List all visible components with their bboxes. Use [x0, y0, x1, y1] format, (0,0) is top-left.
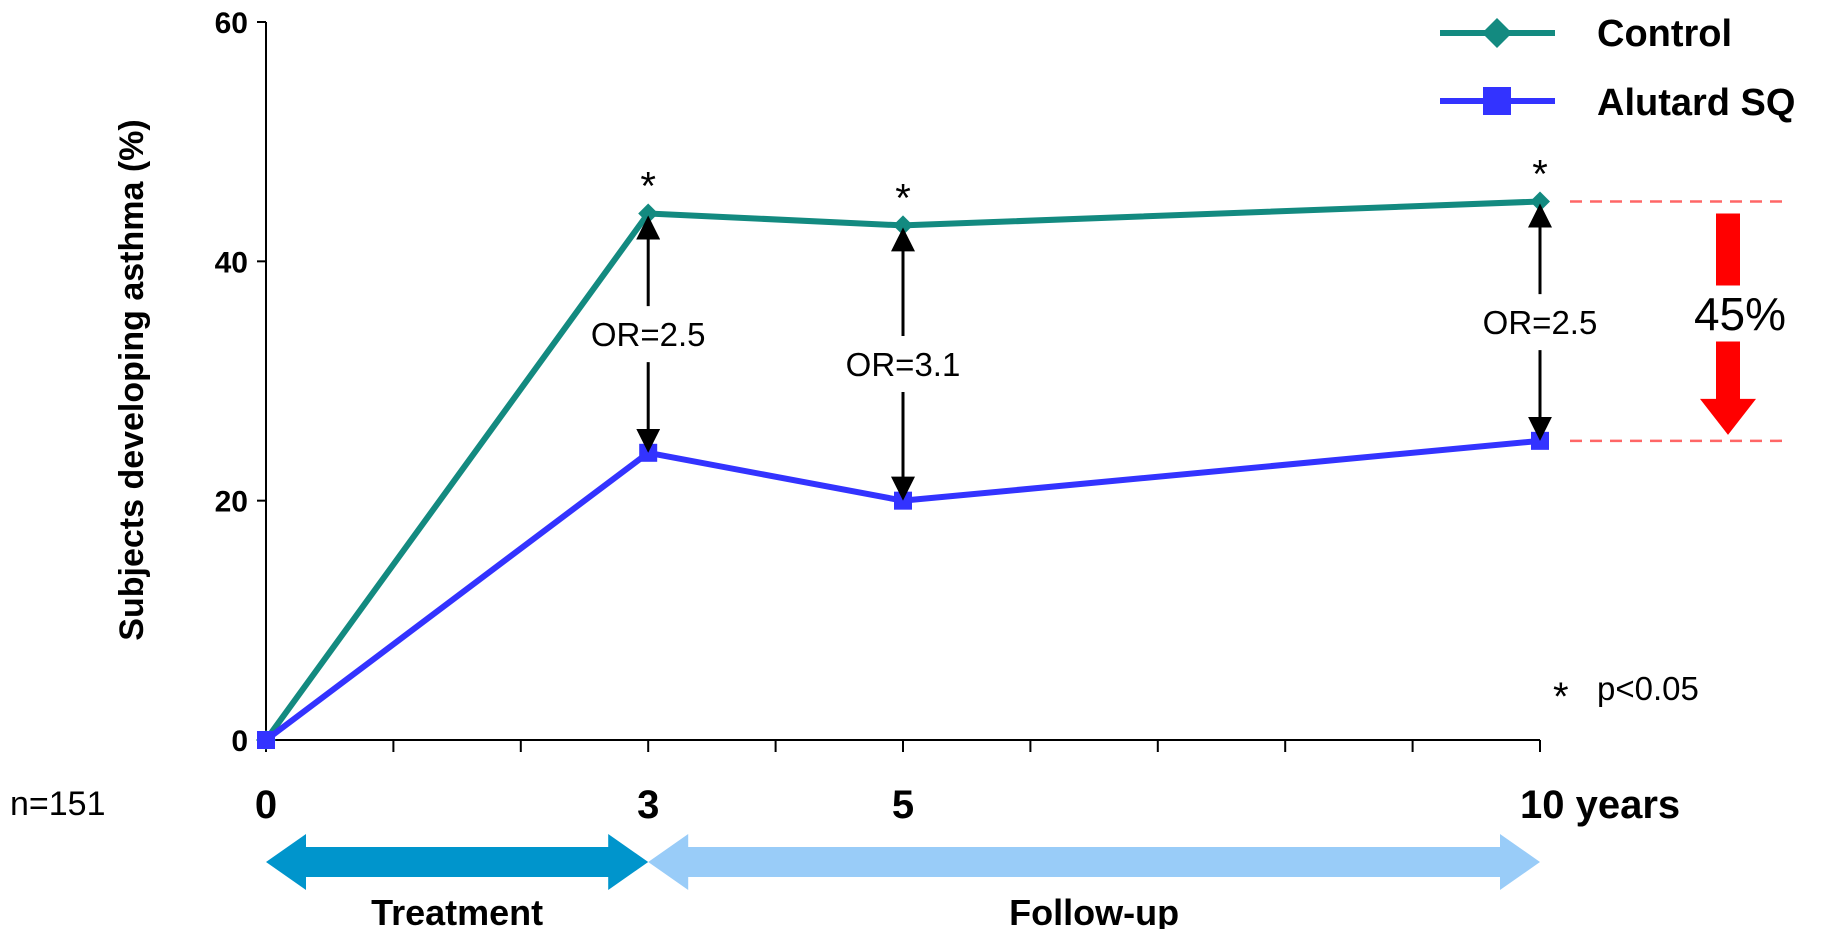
legend-label-alutard: Alutard SQ — [1597, 82, 1795, 124]
significance-star: * — [895, 176, 911, 220]
y-tick-label: 60 — [215, 7, 248, 40]
phase-arrow-followup — [648, 834, 1540, 890]
legend-label-control: Control — [1597, 13, 1732, 55]
or-label: OR=2.5 — [1483, 304, 1598, 341]
y-ticks: 0 20 40 60 — [215, 7, 266, 758]
data-point — [1531, 431, 1549, 450]
data-point — [894, 491, 912, 510]
y-tick-label: 40 — [215, 246, 248, 279]
legend-marker-alutard — [1483, 87, 1511, 115]
reduction-label: 45% — [1694, 288, 1786, 340]
x-tick-label: 5 — [892, 783, 914, 827]
x-tick-label: 10 years — [1520, 783, 1680, 827]
y-axis-label: Subjects developing asthma (%) — [113, 119, 151, 640]
series-line-1 — [264, 437, 1541, 743]
significance-note-star: * — [1553, 675, 1569, 719]
x-tick-label: 0 — [255, 783, 277, 827]
legend-marker-control — [1482, 18, 1512, 48]
phase-label: Follow-up — [1009, 892, 1179, 929]
or-label: OR=3.1 — [846, 346, 961, 383]
reduction-arrow-shaft-top — [1716, 213, 1740, 286]
data-point — [639, 443, 658, 462]
legend: Control Alutard SQ — [1440, 13, 1795, 124]
reduction-arrow-head — [1700, 341, 1756, 435]
y-tick-label: 0 — [231, 725, 248, 758]
reduction-indicator — [1570, 200, 1790, 443]
significance-star: * — [1532, 153, 1548, 197]
phase-arrow-treatment — [266, 834, 649, 890]
phase-arrows: Treatment Follow-up — [266, 834, 1540, 929]
x-ticks: 0 3 5 10 years — [255, 740, 1680, 827]
significance-note: p<0.05 — [1597, 670, 1699, 707]
series-line-0 — [263, 198, 1541, 742]
data-point — [257, 731, 275, 749]
significance-star: * — [640, 164, 656, 208]
annotations-group: OR=2.5 * OR=3.1 * OR=2.5 * — [591, 153, 1598, 501]
y-tick-label: 20 — [215, 486, 248, 519]
phase-label: Treatment — [371, 892, 543, 929]
or-label: OR=2.5 — [591, 316, 706, 353]
sample-size-label: n=151 — [10, 785, 106, 823]
x-tick-label: 3 — [637, 783, 659, 827]
